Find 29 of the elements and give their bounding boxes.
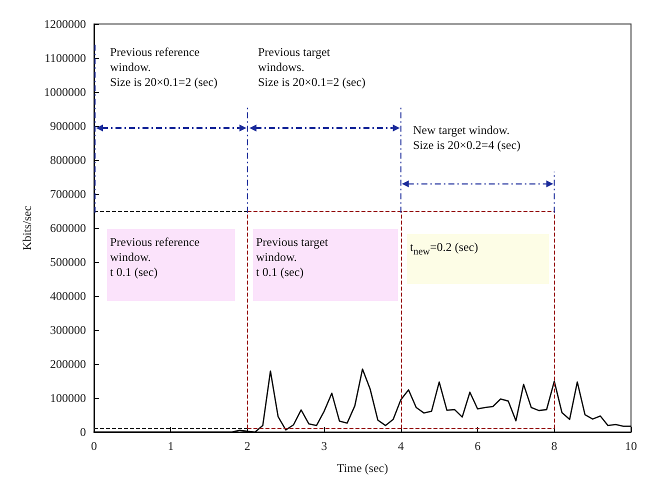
x-tick-label: 8 — [551, 439, 558, 453]
annotation: Previous target windows. Size is 20×0.1=2 (sec) — [258, 45, 366, 90]
x-tick-label: 10 — [625, 439, 637, 453]
y-tick-label: 100000 — [50, 391, 86, 405]
y-tick-label: 0 — [80, 425, 86, 439]
x-tick-label: 4 — [398, 439, 404, 453]
annotation: New target window. Size is 20×0.2=4 (sec) — [413, 123, 521, 153]
y-tick-label: 1000000 — [44, 85, 86, 99]
annotation: Previous reference window. t 0.1 (sec) — [109, 234, 201, 281]
y-tick-label: 900000 — [50, 119, 86, 133]
y-tick-label: 500000 — [50, 255, 86, 269]
annotation: Previous target window. t 0.1 (sec) — [255, 234, 330, 281]
y-tick-label: 300000 — [50, 323, 86, 337]
annotation: Previous reference window. Size is 20×0.1=2 (sec) — [110, 45, 218, 90]
x-tick-label: 0 — [91, 439, 97, 453]
x-tick-label: 6 — [474, 439, 481, 453]
y-tick-label: 400000 — [50, 289, 86, 303]
y-tick-label: 700000 — [50, 187, 86, 201]
y-tick-label: 1200000 — [44, 17, 86, 31]
y-axis-title: Kbits/sec — [20, 206, 34, 250]
y-tick-label: 800000 — [50, 153, 86, 167]
x-tick-label: 2 — [244, 439, 250, 453]
y-tick-label: 600000 — [50, 221, 86, 235]
x-axis-title: Time (sec) — [336, 461, 388, 475]
y-tick-label: 200000 — [50, 357, 86, 371]
annotation: t$_{new}$=0.2 (sec) — [409, 239, 480, 260]
x-tick-label: 3 — [321, 439, 328, 453]
y-tick-label: 1100000 — [44, 51, 86, 65]
x-tick-label: 1 — [168, 439, 174, 453]
